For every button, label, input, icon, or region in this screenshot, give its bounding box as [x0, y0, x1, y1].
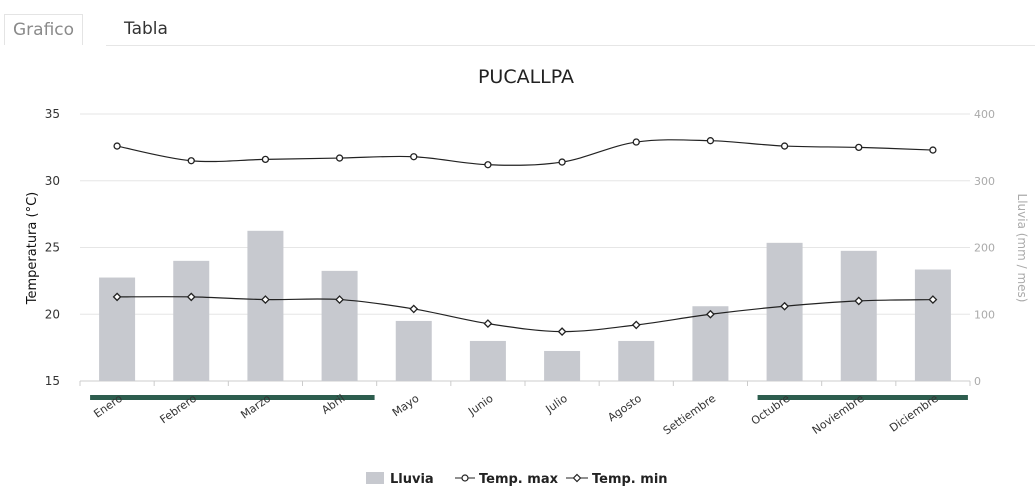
legend-label-temp-min: Temp. min: [592, 472, 668, 487]
x-tick-label: Julio: [543, 392, 570, 417]
y-tick-right-label: 300: [974, 175, 995, 188]
bar-lluvia: [914, 269, 951, 381]
point-temp-max: [484, 161, 492, 169]
y-tick-right-label: 0: [974, 375, 981, 388]
bar-lluvia: [395, 320, 432, 381]
x-tick-label: Mayo: [390, 392, 422, 420]
point-temp-max: [335, 154, 344, 162]
season-bar: [90, 395, 375, 400]
point-temp-min: [705, 309, 715, 319]
line-temp-min: [117, 296, 933, 333]
y-tick-left-label: 30: [45, 174, 60, 188]
y-tick-left-label: 15: [45, 374, 60, 388]
y-tick-left-label: 35: [45, 107, 60, 121]
point-temp-min: [557, 327, 567, 337]
point-temp-min: [483, 319, 493, 329]
bar-lluvia: [840, 250, 877, 381]
tab-grafico[interactable]: Grafico: [4, 14, 84, 45]
bar-lluvia: [247, 230, 284, 381]
tab-bar: Grafico Tabla: [0, 0, 1035, 52]
bar-lluvia: [618, 340, 655, 381]
line-temp-max: [116, 139, 933, 166]
legend-label-temp-max: Temp. max: [479, 472, 559, 487]
x-tick-label: Settiembre: [661, 392, 719, 438]
point-temp-min: [631, 320, 641, 330]
point-temp-min: [780, 301, 790, 311]
point-temp-max: [780, 142, 789, 150]
point-temp-max: [632, 138, 640, 146]
point-temp-min: [260, 295, 270, 304]
point-temp-min: [186, 292, 196, 302]
y-axis-left-label: Temperatura (°C): [25, 192, 40, 305]
legend-swatch-lluvia: [366, 472, 384, 484]
tab-tabla[interactable]: Tabla: [124, 19, 168, 39]
x-tick-label: Agosto: [605, 392, 644, 425]
point-temp-max: [706, 137, 715, 145]
bar-lluvia: [173, 260, 210, 381]
point-temp-min: [928, 295, 938, 304]
bar-lluvia: [544, 350, 581, 381]
x-tick-label: Junio: [465, 392, 496, 419]
chart-title: PUCALLPA: [478, 66, 574, 88]
point-temp-max: [558, 158, 566, 166]
point-temp-max: [410, 153, 418, 161]
y-tick-right-label: 200: [974, 242, 995, 255]
bar-lluvia: [692, 306, 729, 381]
bar-lluvia: [469, 340, 506, 381]
bar-lluvia: [321, 270, 358, 381]
y-tick-left-label: 25: [45, 241, 60, 255]
point-temp-min: [112, 292, 122, 302]
point-temp-max: [929, 146, 937, 154]
point-temp-max: [113, 142, 121, 150]
bar-lluvia: [766, 242, 803, 381]
y-axis-right-label: Lluvia (mm / mes): [1015, 194, 1029, 303]
y-tick-right-label: 100: [974, 308, 995, 321]
point-temp-min: [335, 295, 345, 304]
y-tick-left-label: 20: [45, 307, 60, 321]
legend-marker-temp-min: [572, 473, 582, 483]
point-temp-min: [409, 304, 419, 314]
legend-marker-temp-max: [461, 474, 469, 482]
point-temp-max: [187, 157, 195, 165]
point-temp-max: [261, 155, 270, 164]
tab-divider: [106, 45, 1035, 46]
y-tick-right-label: 400: [974, 108, 995, 121]
point-temp-min: [854, 296, 864, 306]
season-bar: [757, 395, 968, 400]
legend-label-lluvia: Lluvia: [390, 472, 434, 487]
point-temp-max: [855, 143, 863, 152]
